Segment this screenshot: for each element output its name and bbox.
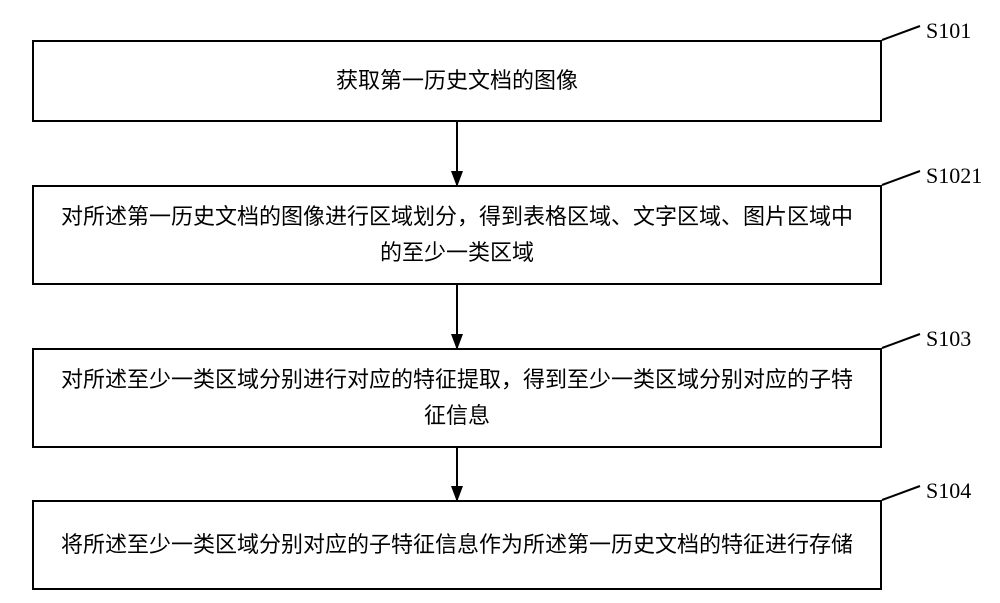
leader-s101 [882,26,920,40]
flowchart-canvas: 获取第一历史文档的图像 S101 对所述第一历史文档的图像进行区域划分，得到表格… [0,0,1000,603]
leader-s104 [882,486,920,500]
leader-s103 [882,334,920,348]
leader-s1021 [882,171,920,185]
flow-arrows [0,0,1000,603]
